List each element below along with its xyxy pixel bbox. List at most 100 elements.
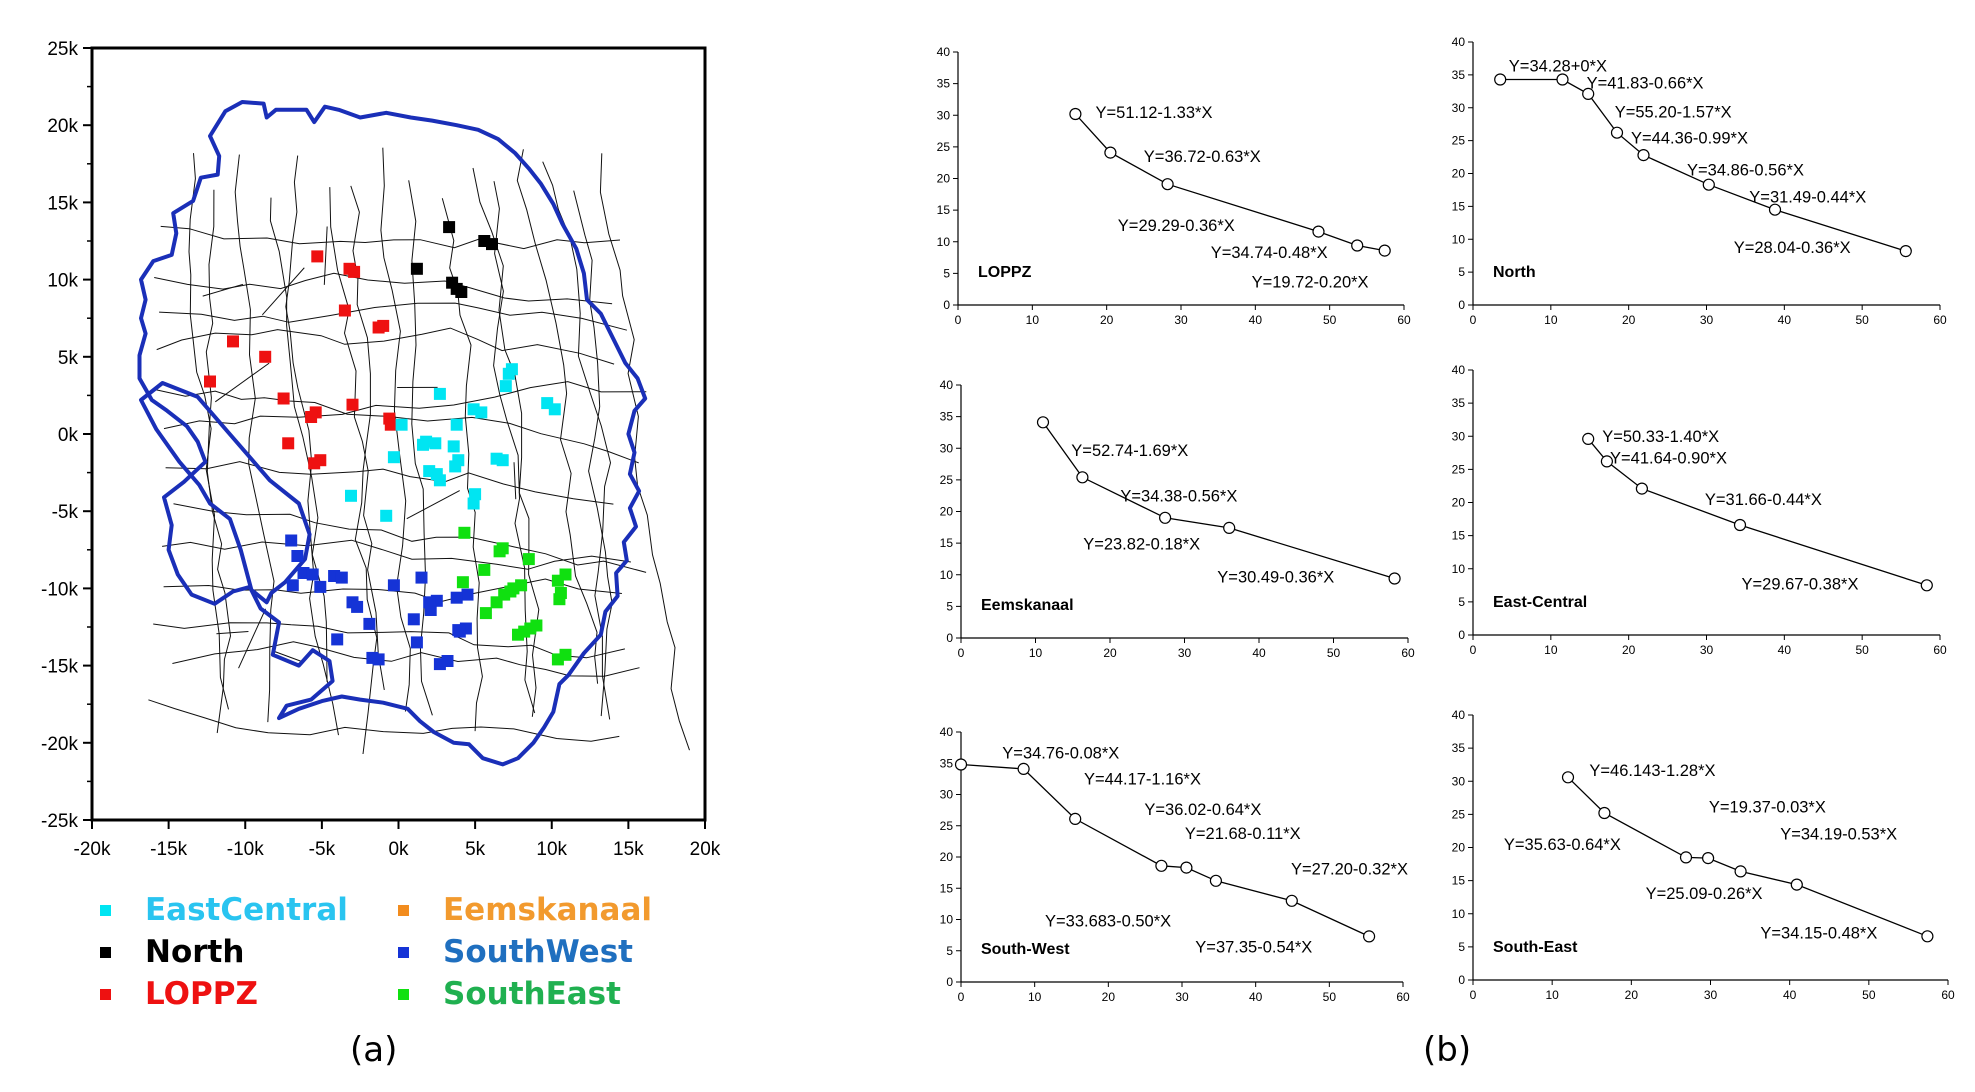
legend-label: SouthWest bbox=[443, 934, 633, 970]
subplot-loppz: 0 5 10 15 20 25 30 35 40 0 10 20 30 40 50 60 Y=51.12-1.3… bbox=[937, 45, 1411, 327]
data-point bbox=[1556, 73, 1569, 86]
map-frame bbox=[90, 46, 707, 822]
y-tick-label: 25 bbox=[940, 473, 954, 487]
y-tick-label: 30 bbox=[1452, 774, 1466, 788]
map-point-southeast bbox=[512, 628, 524, 641]
segment-equation-label: Y=19.72-0.20*X bbox=[1252, 273, 1369, 291]
map-point-loppz bbox=[282, 437, 295, 450]
data-point bbox=[1104, 146, 1117, 159]
y-tick-label: 35 bbox=[940, 756, 954, 770]
segment-equation-label: Y=41.83-0.66*X bbox=[1587, 75, 1704, 93]
map-point-southeast bbox=[551, 653, 564, 666]
map-point-southeast bbox=[522, 553, 535, 566]
segment-equation-label: Y=31.66-0.44*X bbox=[1705, 491, 1822, 509]
segment-equation-label: Y=34.76-0.08*X bbox=[1002, 744, 1119, 762]
map-point-southwest bbox=[407, 613, 420, 626]
x-tick-label: -15k bbox=[150, 839, 187, 860]
segment-equation-label: Y=36.02-0.64*X bbox=[1144, 801, 1261, 819]
segment-equation-label: Y=31.49-0.44*X bbox=[1749, 188, 1866, 206]
road bbox=[329, 187, 385, 690]
caption-b: (b) bbox=[1423, 1030, 1472, 1070]
y-tick-label: -5k bbox=[52, 502, 79, 523]
x-tick-label: 30 bbox=[1175, 990, 1189, 1004]
x-tick-label: 50 bbox=[1327, 646, 1341, 660]
x-tick-label: 10 bbox=[1028, 990, 1042, 1004]
y-tick-label: 10 bbox=[940, 568, 954, 582]
map-point-eastcentral bbox=[449, 460, 462, 473]
y-tick-label: 15 bbox=[940, 881, 954, 895]
subplot-title: LOPPZ bbox=[978, 264, 1032, 281]
y-tick-label: 25 bbox=[1452, 462, 1466, 476]
map-point-north bbox=[486, 238, 498, 251]
data-point bbox=[1362, 930, 1376, 943]
y-tick-label: 25 bbox=[940, 819, 954, 833]
map-point-southwest bbox=[291, 550, 304, 562]
road bbox=[271, 650, 305, 663]
data-point bbox=[954, 758, 968, 771]
x-tick-label: 10 bbox=[1026, 313, 1040, 327]
legend-item-southwest: SouthWest bbox=[398, 932, 633, 972]
map-panel: -20k -15k -10k -5k 0k 5k 10k 15k 20k 25k 20k 15k 10k… bbox=[41, 39, 721, 860]
data-point bbox=[1158, 511, 1172, 524]
x-tick-label: 20k bbox=[690, 839, 721, 860]
y-tick-label: 0 bbox=[943, 298, 950, 312]
segment-equation-label: Y=52.74-1.69*X bbox=[1071, 442, 1188, 460]
data-point bbox=[1180, 861, 1193, 874]
map-point-southwest bbox=[387, 579, 400, 592]
y-tick-label: -25k bbox=[41, 811, 78, 832]
data-point bbox=[1679, 851, 1693, 864]
series-line bbox=[960, 763, 1370, 937]
y-tick-label: 10 bbox=[937, 235, 951, 249]
road-network bbox=[148, 147, 690, 755]
y-tick-label: 20 bbox=[940, 505, 954, 519]
map-point-eastcentral bbox=[433, 387, 446, 400]
x-tick-label: -5k bbox=[309, 839, 336, 860]
road bbox=[154, 272, 613, 305]
y-tick-label: 20 bbox=[1452, 841, 1466, 855]
legend-label: Eemskanaal bbox=[443, 892, 653, 928]
segment-equation-label: Y=34.86-0.56*X bbox=[1687, 162, 1804, 180]
map-point-southwest bbox=[424, 604, 437, 616]
map-point-eastcentral bbox=[499, 380, 512, 393]
map-point-southwest bbox=[314, 580, 327, 593]
x-tick-label: 60 bbox=[1933, 643, 1947, 657]
y-tick-label: 5k bbox=[58, 348, 79, 369]
legend-swatch bbox=[398, 946, 409, 958]
map-point-southeast bbox=[553, 593, 566, 606]
data-point bbox=[1701, 851, 1715, 865]
map-point-eastcentral bbox=[429, 437, 442, 450]
road bbox=[516, 149, 599, 684]
map-point-southwest bbox=[410, 636, 423, 649]
y-tick-label: 30 bbox=[940, 788, 954, 802]
map-point-southeast bbox=[478, 563, 491, 576]
subplot-east-central: 0 5 10 15 20 25 30 35 40 0 10 20 30 40 50 60 Y=50.33-1.4… bbox=[1452, 363, 1947, 657]
legend-item-north: North bbox=[100, 932, 244, 972]
legend-label: SouthEast bbox=[443, 976, 621, 1012]
map-point-southeast bbox=[490, 596, 503, 609]
x-tick-label: 60 bbox=[1933, 313, 1947, 327]
segment-equation-label: Y=51.12-1.33*X bbox=[1096, 104, 1213, 122]
x-tick-label: 20 bbox=[1622, 643, 1636, 657]
y-tick-label: 30 bbox=[1452, 101, 1466, 115]
map-point-loppz bbox=[204, 375, 216, 388]
y-tick-label: 40 bbox=[1452, 35, 1466, 49]
x-tick-label: 0 bbox=[1470, 643, 1477, 657]
x-tick-label: 10 bbox=[1029, 646, 1043, 660]
map-point-southwest bbox=[306, 568, 319, 581]
y-tick-label: 40 bbox=[1452, 708, 1466, 722]
y-tick-label: 10 bbox=[1452, 232, 1466, 246]
data-point bbox=[1036, 416, 1050, 429]
map-point-eastcentral bbox=[387, 451, 400, 464]
legend-label: EastCentral bbox=[145, 892, 348, 928]
series-eastcentral bbox=[345, 363, 561, 522]
segment-equation-label: Y=23.82-0.18*X bbox=[1083, 536, 1200, 554]
series-north bbox=[410, 221, 498, 298]
x-tick-label: 0k bbox=[388, 839, 409, 860]
y-tick-label: 15 bbox=[937, 203, 951, 217]
data-point bbox=[1155, 859, 1168, 872]
data-point bbox=[1561, 771, 1575, 784]
map-legend: EastCentral Eemskanaal North SouthWest L… bbox=[100, 890, 700, 1020]
x-tick-label: 40 bbox=[1778, 643, 1792, 657]
subplot-south-east: 0 5 10 15 20 25 30 35 40 0 10 20 30 40 50 60 Y=46.143-1.… bbox=[1452, 708, 1955, 1002]
